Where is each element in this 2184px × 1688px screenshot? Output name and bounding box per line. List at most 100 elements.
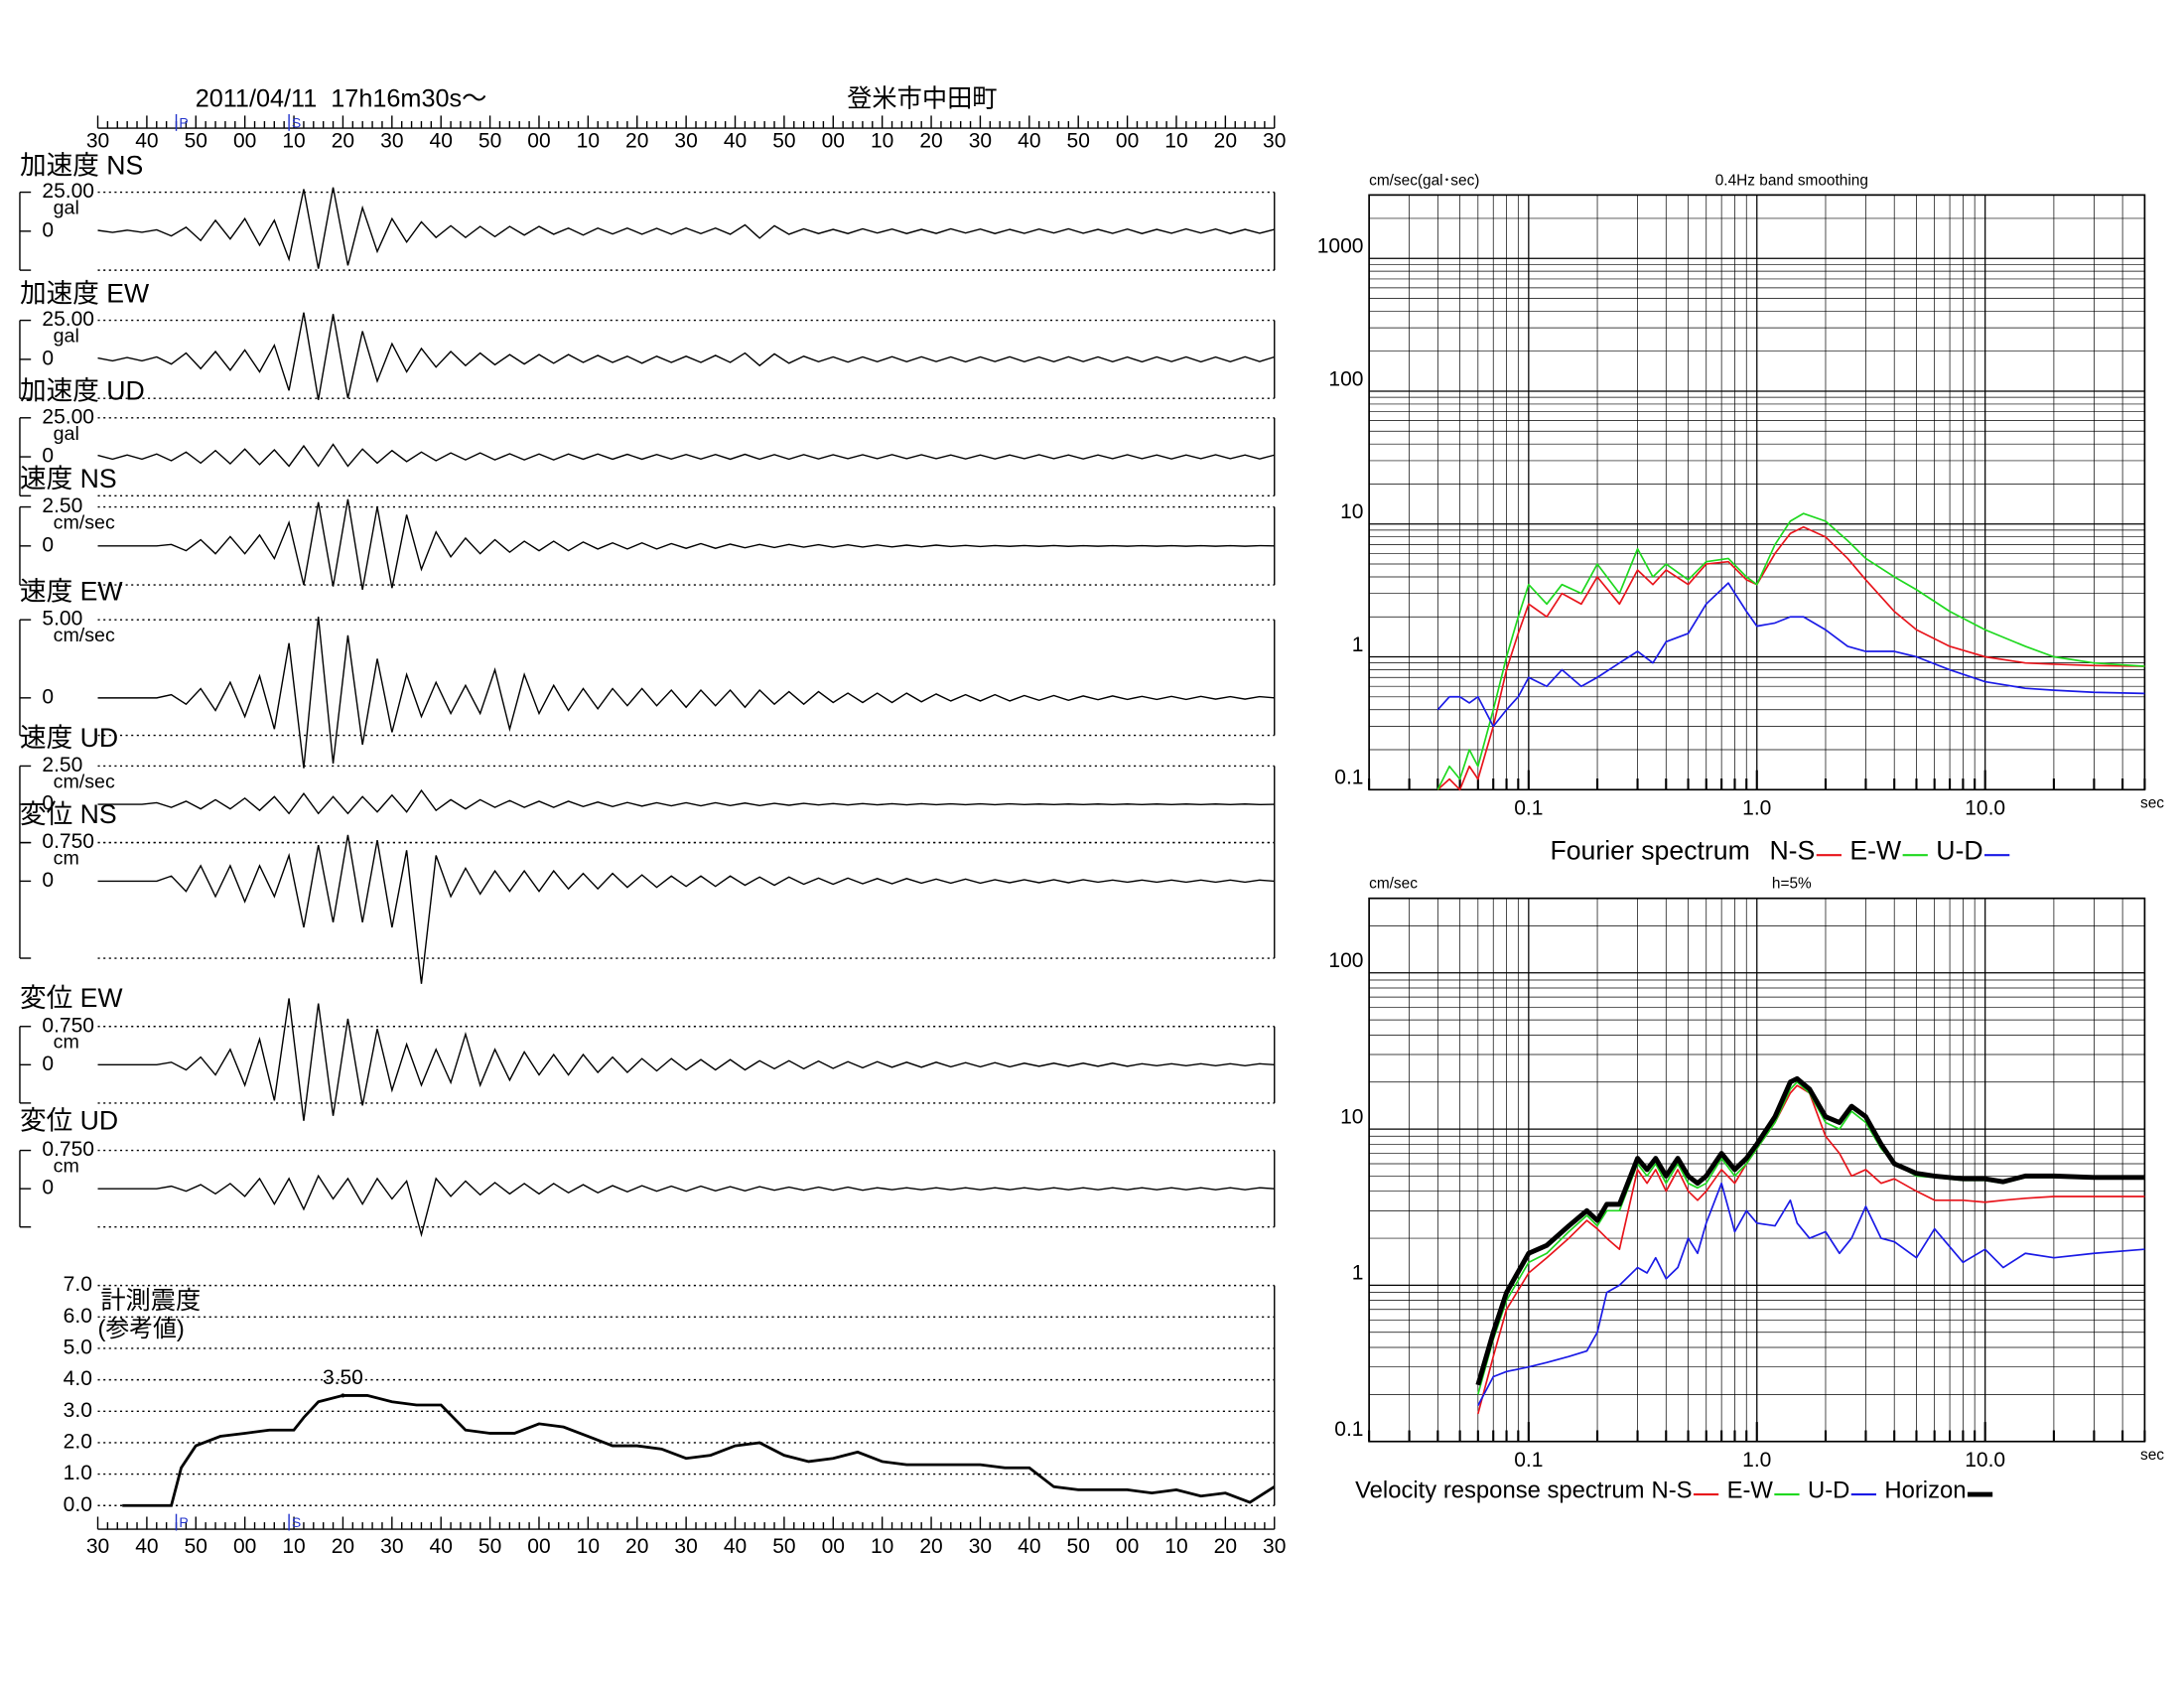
waveform xyxy=(97,498,1275,591)
y-tick-label: 2.0 xyxy=(64,1430,92,1453)
x-tick-label: 30 xyxy=(86,1535,109,1558)
waveform xyxy=(97,617,1275,769)
panel-label: 変位 NS xyxy=(20,799,117,829)
x-tick-label: 00 xyxy=(822,1535,845,1558)
y-tick-label: 4.0 xyxy=(64,1367,92,1390)
unit-label: cm xyxy=(54,1156,79,1178)
y-tick-label: 25.00 xyxy=(42,405,94,428)
x-tick-label: 30 xyxy=(674,1535,697,1558)
x-tick-label: 00 xyxy=(822,130,845,153)
x-tick-label: 40 xyxy=(135,1535,158,1558)
waveform xyxy=(97,834,1275,984)
panel-label: 速度 UD xyxy=(20,723,118,753)
y-tick-label: 1.0 xyxy=(64,1462,92,1484)
x-tick-label: 0.1 xyxy=(1514,1449,1543,1472)
y-tick-label: 0.750 xyxy=(42,830,94,853)
x-tick-label: 20 xyxy=(332,1535,354,1558)
panel-label: 速度 NS xyxy=(20,464,117,493)
chart-title: 計測震度 xyxy=(100,1287,201,1315)
unit-label: cm xyxy=(54,1032,79,1054)
phase-label: P xyxy=(179,115,188,131)
phase-label: P xyxy=(179,1514,188,1530)
x-tick-label: 1.0 xyxy=(1742,1449,1771,1472)
y-tick-label: 1 xyxy=(1352,633,1364,656)
spectrum-line xyxy=(1436,512,2145,790)
x-tick-label: 10 xyxy=(577,1535,600,1558)
chart-subtitle: 0.4Hz band smoothing xyxy=(1715,172,1868,189)
y-axis-label: cm/sec(gal･sec) xyxy=(1369,172,1479,189)
y-tick-label: 10 xyxy=(1340,500,1363,523)
y-tick-label: 0 xyxy=(42,445,54,468)
y-tick-label: 2.50 xyxy=(42,754,82,776)
panel-label: 加速度 NS xyxy=(20,150,143,180)
legend-title: Velocity response spectrum xyxy=(1355,1477,1644,1504)
x-tick-label: 10 xyxy=(1164,130,1187,153)
x-tick-label: 10 xyxy=(871,130,893,153)
x-tick-label: 1.0 xyxy=(1742,796,1771,819)
y-tick-label: 100 xyxy=(1328,949,1363,972)
x-tick-label: 10.0 xyxy=(1965,796,2005,819)
y-tick-label: 0.750 xyxy=(42,1138,94,1161)
phase-label: S xyxy=(292,115,301,131)
x-tick-label: 50 xyxy=(772,1535,795,1558)
x-tick-label: 00 xyxy=(527,1535,550,1558)
x-tick-label: 30 xyxy=(86,130,109,153)
legend-label: N-S xyxy=(1769,835,1815,865)
legend-label: Horizon xyxy=(1884,1477,1966,1504)
x-tick-label: 40 xyxy=(724,130,747,153)
x-tick-label: 0.1 xyxy=(1514,796,1543,819)
y-tick-label: 1 xyxy=(1352,1262,1364,1285)
x-tick-label: 50 xyxy=(185,130,207,153)
x-tick-label: 50 xyxy=(1067,130,1090,153)
x-tick-label: 50 xyxy=(478,130,501,153)
unit-label: cm/sec xyxy=(54,512,115,534)
x-tick-label: 50 xyxy=(478,1535,501,1558)
chart-subtitle: h=5% xyxy=(1772,876,1812,893)
y-tick-label: 0 xyxy=(42,792,54,815)
panel-label: 変位 UD xyxy=(20,1106,118,1136)
record-datetime: 2011/04/11 17h16m30s～ xyxy=(196,85,487,113)
y-tick-label: 0 xyxy=(42,347,54,369)
waveform xyxy=(97,788,1275,815)
y-tick-label: 25.00 xyxy=(42,180,94,203)
waveform xyxy=(97,312,1275,400)
y-tick-label: 10 xyxy=(1340,1105,1363,1128)
unit-label: cm/sec xyxy=(54,771,115,792)
y-tick-label: 5.00 xyxy=(42,608,82,631)
x-tick-label: 20 xyxy=(1214,1535,1237,1558)
unit-label: gal xyxy=(54,423,79,445)
x-tick-label: 20 xyxy=(1214,130,1237,153)
x-tick-label: 10 xyxy=(577,130,600,153)
spectrum-line xyxy=(1436,582,2145,728)
waveform xyxy=(97,443,1275,468)
y-tick-label: 0.1 xyxy=(1334,767,1363,789)
legend-label: U-D xyxy=(1936,835,1982,865)
y-tick-label: 2.50 xyxy=(42,494,82,517)
x-tick-label: 40 xyxy=(430,130,453,153)
x-tick-label: 50 xyxy=(772,130,795,153)
y-tick-label: 0.0 xyxy=(64,1493,92,1516)
x-tick-label: 40 xyxy=(430,1535,453,1558)
x-tick-label: 30 xyxy=(969,130,992,153)
x-tick-label: 10 xyxy=(1164,1535,1187,1558)
x-tick-label: 20 xyxy=(332,130,354,153)
station-name: 登米市中田町 xyxy=(847,85,997,113)
x-tick-label: 30 xyxy=(674,130,697,153)
y-tick-label: 0.1 xyxy=(1334,1418,1363,1441)
x-tick-label: 00 xyxy=(527,130,550,153)
y-tick-label: 25.00 xyxy=(42,308,94,331)
y-tick-label: 7.0 xyxy=(64,1273,92,1296)
plot-frame xyxy=(1368,897,2146,1443)
x-tick-label: 40 xyxy=(1018,1535,1040,1558)
legend-label: U-D xyxy=(1808,1477,1849,1504)
x-tick-label: 40 xyxy=(1018,130,1040,153)
x-tick-label: 20 xyxy=(919,130,942,153)
unit-label: cm xyxy=(54,848,79,870)
y-tick-label: 3.0 xyxy=(64,1399,92,1422)
x-tick-label: 20 xyxy=(919,1535,942,1558)
x-tick-label: 10 xyxy=(282,1535,305,1558)
y-tick-label: 100 xyxy=(1328,367,1363,390)
x-tick-label: 10.0 xyxy=(1965,1449,2005,1472)
x-tick-label: 10 xyxy=(871,1535,893,1558)
